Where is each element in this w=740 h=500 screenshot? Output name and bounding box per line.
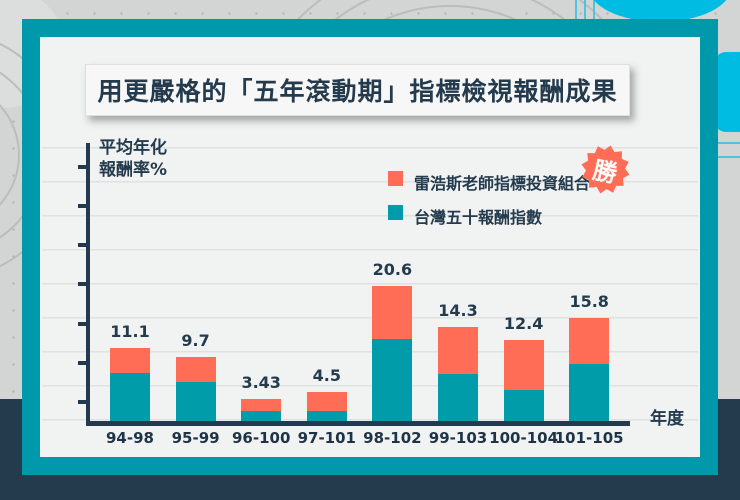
bar-segment-index	[110, 373, 150, 421]
y-axis-title-line2: 報酬率%	[99, 160, 168, 180]
bar-segment-portfolio	[241, 399, 282, 411]
bar-segment-portfolio	[503, 340, 544, 390]
bar-segment-index	[175, 382, 216, 421]
x-category-label: 100-104	[489, 429, 559, 447]
y-axis-tick	[78, 203, 87, 208]
bar-segment-index	[306, 411, 347, 421]
stacked-bar-100-104	[503, 340, 544, 421]
y-axis-title-line1: 平均年化	[99, 138, 167, 158]
x-category-label: 95-99	[171, 429, 220, 447]
stacked-bar-96-100	[241, 399, 282, 421]
bar-segment-index	[372, 339, 413, 421]
x-category-label: 97-101	[297, 429, 356, 447]
bar-value-label: 12.4	[503, 314, 544, 333]
bar-segment-portfolio	[372, 286, 413, 339]
legend-label-portfolio: 雷浩斯老師指標投資組合	[414, 174, 591, 193]
bar-value-label: 11.1	[110, 322, 150, 341]
stacked-bar-95-99	[175, 357, 216, 421]
decor-cyan-blob-top	[588, 0, 732, 22]
bar-segment-index	[241, 411, 282, 421]
decor-cyan-blob-right	[714, 52, 740, 132]
y-axis-tick	[78, 360, 87, 365]
bar-value-label: 20.6	[372, 260, 413, 279]
bar-segment-portfolio	[110, 348, 150, 373]
x-category-label: 101-105	[554, 429, 624, 447]
bar-segment-portfolio	[175, 357, 216, 382]
y-axis-tick	[78, 399, 87, 404]
y-axis-title: 平均年化 報酬率%	[99, 137, 167, 181]
bar-value-label: 14.3	[438, 301, 478, 320]
bar-segment-index	[438, 374, 478, 421]
bar-segment-index	[503, 390, 544, 421]
decor-cyan-line-4	[718, 142, 740, 144]
x-category-label: 99-103	[428, 429, 488, 447]
page-title: 用更嚴格的「五年滾動期」指標檢視報酬成果	[97, 77, 618, 106]
y-axis-tick	[78, 164, 87, 169]
x-axis-title: 年度	[650, 409, 684, 429]
x-category-label: 98-102	[363, 429, 422, 447]
y-axis-tick	[78, 282, 87, 287]
stacked-bar-101-105	[569, 318, 610, 421]
bar-value-label: 3.43	[241, 373, 281, 392]
legend-swatch-portfolio	[388, 171, 403, 186]
stacked-bar-99-103	[438, 327, 478, 421]
x-category-label: 94-98	[106, 429, 154, 447]
bar-value-label: 9.7	[181, 331, 210, 350]
stacked-bar-94-98	[110, 348, 150, 421]
y-axis-tick	[78, 321, 87, 326]
decor-cyan-line-1	[575, 0, 577, 19]
bar-segment-portfolio	[569, 318, 610, 364]
x-axis-line	[86, 421, 630, 426]
legend-label-index: 台灣五十報酬指數	[414, 208, 543, 227]
y-axis-tick	[78, 243, 87, 248]
x-category-label: 96-100	[231, 429, 291, 447]
stacked-bar-98-102	[372, 286, 413, 421]
bar-value-label: 4.5	[312, 366, 341, 385]
decor-cyan-line-2	[584, 0, 586, 19]
legend-swatch-index	[388, 205, 403, 220]
stacked-bar-97-101	[306, 392, 347, 421]
y-axis-line	[86, 143, 90, 426]
bar-segment-index	[569, 364, 610, 421]
title-box: 用更嚴格的「五年滾動期」指標檢視報酬成果	[85, 64, 630, 116]
decor-cyan-line-3	[593, 0, 595, 19]
decor-cyan-line-5	[718, 156, 740, 158]
win-badge-text: 勝	[590, 155, 620, 189]
bar-segment-portfolio	[306, 392, 347, 411]
bar-value-label: 15.8	[569, 292, 609, 311]
bar-segment-portfolio	[438, 327, 478, 374]
